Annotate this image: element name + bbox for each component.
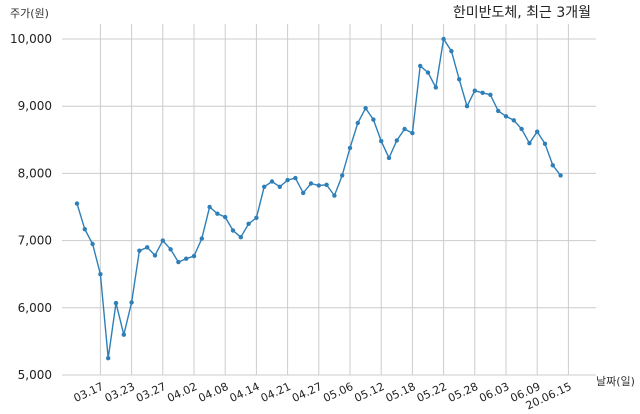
data-point: [215, 211, 220, 216]
y-axis-title: 주가(원): [10, 7, 49, 20]
x-tick-label: 04.21: [259, 380, 293, 405]
x-tick-label: 03.27: [134, 380, 168, 405]
data-point: [394, 138, 399, 143]
data-point: [207, 204, 212, 210]
data-point: [269, 179, 275, 184]
x-tick-label: 05.18: [384, 380, 418, 405]
data-point: [223, 214, 228, 220]
data-point: [535, 129, 540, 134]
data-point: [316, 183, 321, 188]
data-point: [410, 130, 415, 136]
data-point: [418, 63, 423, 69]
data-point: [184, 256, 189, 261]
data-point: [285, 177, 290, 183]
x-axis-title: 날짜(일): [596, 374, 635, 388]
x-tick-label: 05.12: [352, 380, 386, 405]
data-point: [472, 88, 477, 93]
data-point: [503, 114, 509, 119]
data-point: [137, 248, 142, 253]
y-tick-label: 6,000: [18, 301, 52, 315]
data-point: [160, 238, 165, 243]
data-point: [464, 104, 470, 109]
data-point: [519, 126, 524, 132]
data-point: [355, 120, 360, 126]
data-point: [113, 300, 119, 306]
data-point: [402, 126, 407, 132]
data-point: [340, 173, 345, 178]
x-tick-label: 03.23: [103, 380, 137, 405]
data-point: [293, 175, 298, 181]
data-point: [379, 138, 384, 144]
data-point: [347, 145, 353, 151]
chart-title: 한미반도체, 최근 3개월: [453, 5, 591, 21]
data-point: [308, 181, 314, 186]
data-point: [98, 272, 103, 277]
data-point: [542, 141, 548, 146]
x-tick-label: 06.03: [477, 380, 511, 405]
x-tick-label: 05.28: [446, 380, 480, 405]
data-point: [371, 117, 376, 122]
data-point: [386, 155, 392, 161]
data-point: [238, 235, 243, 240]
data-point: [191, 253, 197, 259]
y-tick-label: 9,000: [18, 99, 52, 113]
data-point: [324, 182, 329, 187]
data-point: [129, 300, 134, 305]
data-point: [527, 141, 532, 146]
data-point: [82, 227, 88, 232]
data-point: [277, 184, 282, 189]
x-tick-label: 04.02: [165, 380, 199, 405]
y-tick-labels: 5,000 6,000 7,000 8,000 9,000 10,000: [10, 32, 52, 382]
data-point: [425, 70, 431, 75]
x-tick-label: 04.27: [290, 380, 324, 405]
y-tick-label: 8,000: [18, 166, 52, 180]
data-point: [558, 173, 563, 178]
data-point: [496, 108, 501, 114]
data-point: [145, 245, 150, 250]
points-layer: [74, 36, 563, 361]
data-point: [152, 253, 158, 258]
data-point: [199, 236, 204, 241]
y-tick-label: 10,000: [10, 32, 52, 46]
x-tick-label: 05.06: [321, 380, 355, 405]
data-point: [363, 106, 368, 111]
x-tick-labels: 03.1703.2303.2704.0204.0804.1404.2104.27…: [72, 380, 574, 412]
data-point: [480, 90, 485, 96]
data-point: [449, 48, 454, 54]
y-tick-label: 7,000: [18, 234, 52, 248]
x-tick-label: 04.08: [196, 380, 230, 405]
data-point: [511, 118, 516, 123]
data-point: [106, 356, 111, 361]
data-point: [90, 241, 95, 247]
y-tick-label: 5,000: [18, 368, 52, 382]
x-tick-label: 03.17: [72, 380, 106, 405]
data-point: [433, 85, 438, 90]
data-point: [230, 228, 236, 233]
data-point: [301, 190, 306, 196]
data-point: [457, 77, 462, 82]
data-point: [121, 332, 127, 337]
data-point: [74, 201, 80, 206]
data-point: [168, 247, 173, 252]
x-tick-label: 04.14: [228, 380, 262, 405]
data-point: [254, 215, 259, 220]
data-point: [441, 36, 446, 42]
data-point: [176, 259, 181, 265]
data-point: [332, 193, 337, 198]
data-point: [550, 163, 555, 168]
data-point: [246, 221, 251, 226]
x-tick-label: 05.22: [415, 380, 449, 405]
data-point: [488, 92, 493, 98]
grid: [62, 24, 596, 376]
data-point: [262, 184, 267, 189]
